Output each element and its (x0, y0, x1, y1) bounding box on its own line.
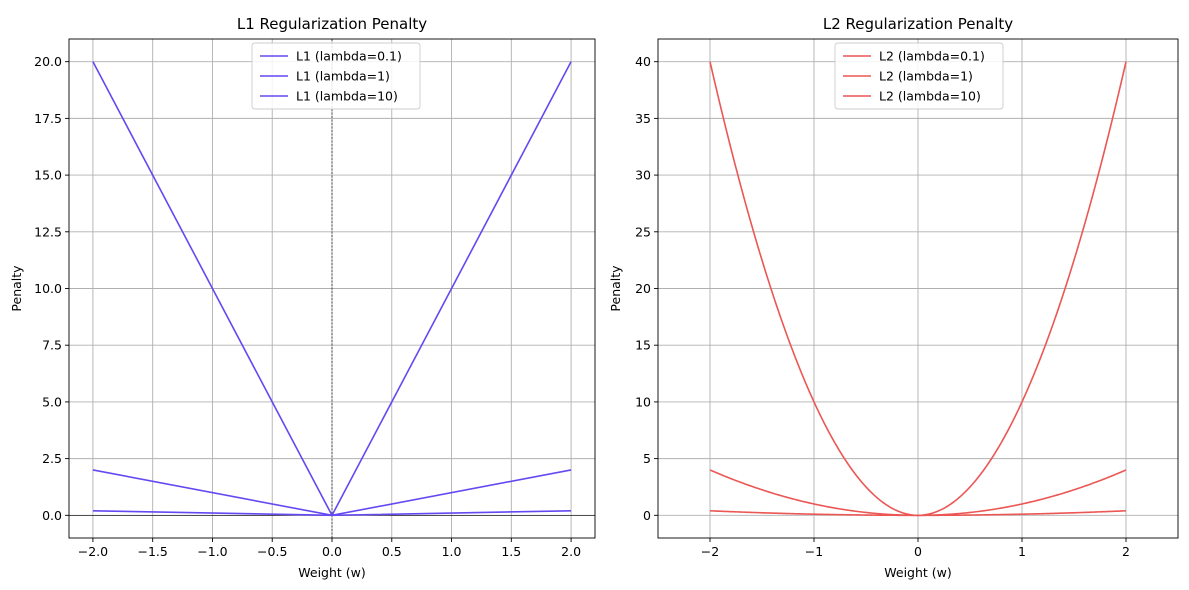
y-tick-label: 35 (635, 111, 651, 126)
x-tick-label: −1.0 (197, 544, 227, 559)
l1-series-line-2 (92, 61, 572, 518)
legend-label: L2 (lambda=0.1) (879, 49, 985, 64)
legend-label: L2 (lambda=1) (879, 69, 973, 84)
x-tick-label: 0 (914, 544, 922, 559)
legend-label: L1 (lambda=10) (296, 89, 398, 104)
x-tick-label: 0.5 (382, 544, 402, 559)
x-tick-label: 1 (1018, 544, 1026, 559)
y-tick-label: 25 (635, 224, 651, 239)
y-tick-label: 17.5 (34, 111, 62, 126)
x-tick-label: 2 (1122, 544, 1130, 559)
y-tick-label: 0 (643, 508, 651, 523)
y-axis-label: Penalty (9, 265, 24, 312)
legend: L2 (lambda=0.1) L2 (lambda=1) L2 (lambda=1… (834, 42, 1004, 110)
y-tick-label: 20 (635, 281, 651, 296)
x-tick-label: −2 (701, 544, 719, 559)
legend-box (834, 42, 1004, 110)
y-tick-label: 7.5 (42, 338, 62, 353)
y-tick-label: 5 (643, 451, 651, 466)
x-axis-label: Weight (w) (884, 565, 952, 580)
y-tick-label: 5.0 (42, 394, 62, 409)
chart-title: L1 Regularization Penalty (237, 15, 427, 33)
y-tick-label: 2.5 (42, 451, 62, 466)
y-tick-label: 40 (635, 54, 651, 69)
x-tick-label: 1.0 (442, 544, 462, 559)
x-tick-label: −1.5 (138, 544, 168, 559)
y-tick-label: 10 (635, 394, 651, 409)
x-tick-label: −1 (805, 544, 823, 559)
l2-series-line-2 (709, 61, 1127, 517)
x-tick-label: 1.5 (501, 544, 521, 559)
y-tick-label: 12.5 (34, 224, 62, 239)
legend-label: L2 (lambda=10) (879, 89, 981, 104)
l1-chart: −2.0 −1.5 −1.0 −0.5 0.0 0.5 1.0 1.5 2.0 0.0 2.5 5.0… (9, 15, 596, 580)
y-tick-label: 30 (635, 168, 651, 183)
legend: L1 (lambda=0.1) L1 (lambda=1) L1 (lambda=1… (251, 42, 421, 110)
legend-label: L1 (lambda=1) (296, 69, 390, 84)
y-tick-label: 15.0 (34, 168, 62, 183)
y-tick-label: 15 (635, 338, 651, 353)
x-tick-label: −0.5 (257, 544, 287, 559)
x-tick-label: 0.0 (322, 544, 342, 559)
x-axis-label: Weight (w) (298, 565, 366, 580)
legend-box (251, 42, 421, 110)
x-tick-label: 2.0 (561, 544, 581, 559)
y-tick-label: 10.0 (34, 281, 62, 296)
chart-title: L2 Regularization Penalty (823, 15, 1013, 33)
y-tick-label: 0.0 (42, 508, 62, 523)
legend-label: L1 (lambda=0.1) (296, 49, 402, 64)
y-axis-label: Penalty (608, 265, 623, 312)
x-tick-label: −2.0 (78, 544, 108, 559)
y-tick-label: 20.0 (34, 54, 62, 69)
